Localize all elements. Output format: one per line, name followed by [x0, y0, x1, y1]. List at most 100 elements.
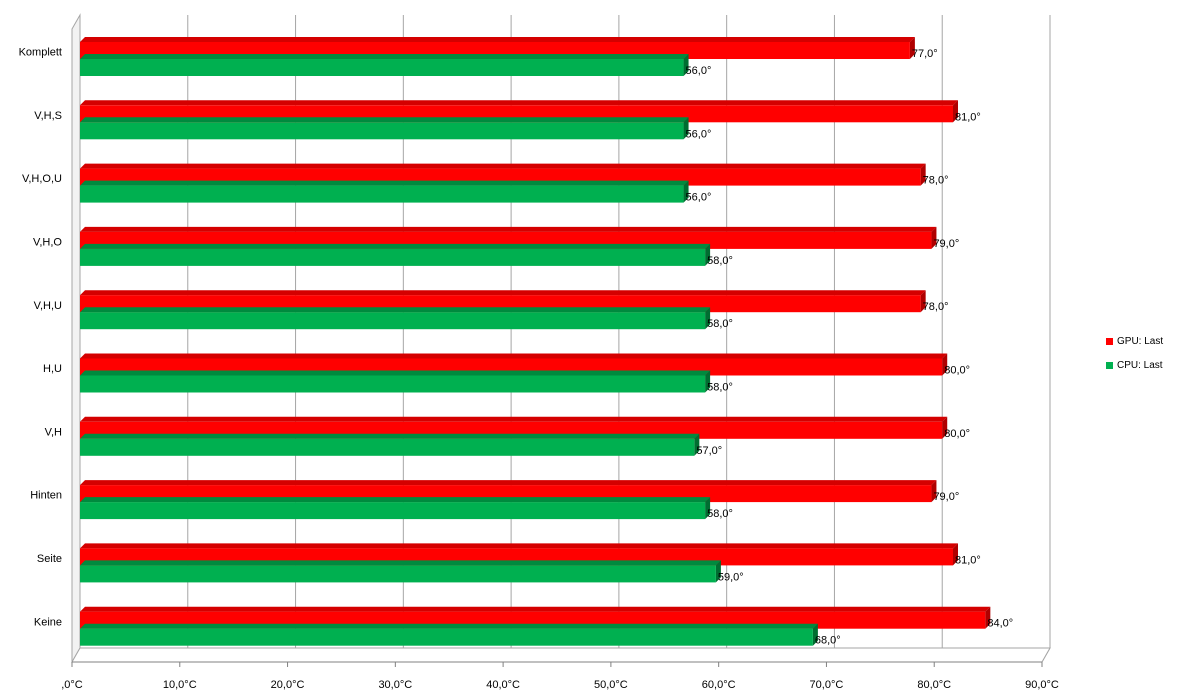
x-tick-label: 80,0°C: [917, 679, 951, 691]
x-tick-label: 10,0°C: [163, 679, 197, 691]
gpu-data-label: 84,0°: [987, 618, 1013, 630]
legend-item-gpu: GPU: Last: [1106, 332, 1176, 350]
cpu-bar-top: [80, 560, 721, 566]
x-tick-label: 20,0°C: [271, 679, 305, 691]
cpu-bar-side: [694, 433, 700, 456]
x-tick-label: 90,0°C: [1025, 679, 1059, 691]
cpu-bar-top: [80, 243, 711, 249]
x-tick-label: ,0°C: [61, 679, 83, 691]
gpu-bar-side: [985, 606, 991, 629]
cpu-bar-side: [683, 117, 689, 140]
cpu-data-label: 58,0°: [707, 255, 733, 267]
category-label: V,H,O: [33, 237, 62, 249]
gpu-bar-side: [920, 290, 926, 313]
cpu-bar-side: [683, 180, 689, 203]
cpu-bar: [80, 438, 695, 456]
cpu-bar: [80, 248, 706, 266]
gpu-bar-side: [920, 163, 926, 186]
legend-item-cpu: CPU: Last: [1106, 356, 1176, 374]
legend-swatch-cpu: [1106, 361, 1113, 369]
cpu-bar-top: [80, 370, 711, 376]
gpu-bar-side: [909, 37, 915, 59]
category-label: Keine: [34, 616, 62, 628]
cpu-data-label: 59,0°: [718, 571, 744, 583]
cpu-data-label: 56,0°: [686, 128, 712, 140]
gpu-bar-side: [953, 100, 958, 123]
gpu-bar-side: [942, 416, 948, 439]
category-label: Komplett: [19, 47, 62, 59]
cpu-bar-top: [80, 180, 689, 186]
cpu-bar-top: [80, 433, 700, 439]
gpu-bar-side: [942, 353, 948, 376]
category-label: Hinten: [30, 490, 62, 502]
gpu-bar-top: [80, 226, 937, 232]
gpu-bar-side: [931, 226, 937, 249]
data-labels: 77,0° 56,0° 81,0° 56,0° 78,0° 56,0° 79,0° 58,0°…: [686, 48, 1014, 647]
gpu-bar-top: [80, 290, 926, 296]
cpu-bar: [80, 122, 684, 140]
gpu-data-label: 80,0°: [944, 365, 970, 377]
category-label: V,H,S: [34, 110, 62, 122]
gpu-data-label: 81,0°: [955, 554, 981, 566]
gpu-bar-top: [80, 163, 926, 169]
cpu-bar-side: [705, 243, 711, 266]
category-label: Seite: [37, 553, 62, 565]
legend-swatch-gpu: [1106, 337, 1113, 345]
legend-label-gpu: GPU: Last: [1117, 335, 1164, 347]
gpu-bar-top: [80, 37, 915, 42]
gpu-bar-top: [80, 480, 937, 486]
cpu-bar-side: [705, 497, 711, 520]
gpu-data-label: 77,0°: [912, 48, 938, 60]
bars: [80, 37, 991, 646]
x-tick-label: 30,0°C: [378, 679, 412, 691]
cpu-data-label: 56,0°: [686, 192, 712, 204]
cpu-data-label: 58,0°: [707, 318, 733, 330]
gpu-bar-side: [931, 480, 937, 503]
x-tick-label: 40,0°C: [486, 679, 520, 691]
cpu-bar-side: [683, 54, 689, 76]
cpu-bar: [80, 312, 706, 330]
cpu-data-label: 58,0°: [707, 382, 733, 394]
cpu-bar: [80, 565, 716, 583]
gpu-bar-top: [80, 543, 958, 549]
cpu-bar-top: [80, 307, 711, 313]
cpu-bar: [80, 628, 813, 646]
gpu-data-label: 80,0°: [944, 428, 970, 440]
cpu-data-label: 58,0°: [707, 508, 733, 520]
cpu-bar-top: [80, 54, 689, 59]
cpu-bar: [80, 185, 684, 203]
gpu-bar-top: [80, 100, 958, 106]
cpu-bar: [80, 375, 706, 393]
category-label: V,H,U: [34, 300, 62, 312]
x-tick-label: 50,0°C: [594, 679, 628, 691]
gpu-data-label: 81,0°: [955, 111, 981, 123]
axes: ,0°C 10,0°C 20,0°C 30,0°C 40,0°C 50,0°C 60,0°C…: [19, 13, 1059, 691]
cpu-bar-top: [80, 623, 818, 629]
category-label: H,U: [43, 363, 62, 375]
x-tick-label: 60,0°C: [702, 679, 736, 691]
cpu-data-label: 56,0°: [686, 65, 712, 77]
gpu-bar-side: [953, 543, 958, 566]
side-wall: [71, 13, 81, 664]
x-tick-label: 70,0°C: [810, 679, 844, 691]
cpu-bar-side: [715, 560, 721, 583]
cpu-data-label: 68,0°: [815, 635, 841, 647]
category-label: V,H,O,U: [22, 173, 62, 185]
gpu-data-label: 78,0°: [923, 301, 949, 313]
gpu-data-label: 78,0°: [923, 175, 949, 187]
cpu-bar-top: [80, 497, 711, 503]
legend-label-cpu: CPU: Last: [1117, 359, 1163, 371]
floor: [71, 647, 1051, 663]
cpu-bar-top: [80, 117, 689, 123]
cpu-bar: [80, 502, 706, 520]
gpu-bar-top: [80, 606, 991, 612]
cpu-data-label: 57,0°: [696, 445, 722, 457]
gpu-data-label: 79,0°: [933, 238, 959, 250]
cpu-bar: [80, 59, 684, 76]
gpu-bar-top: [80, 353, 948, 359]
cpu-bar-side: [812, 623, 818, 646]
cpu-bar-side: [705, 307, 711, 330]
gpu-data-label: 79,0°: [933, 491, 959, 503]
cpu-bar-side: [705, 370, 711, 393]
